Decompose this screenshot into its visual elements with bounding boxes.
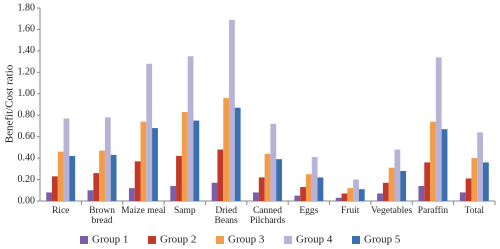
bar	[140, 121, 147, 201]
bar	[223, 98, 230, 201]
bar	[465, 178, 472, 201]
bar	[217, 149, 224, 201]
bar	[134, 161, 141, 201]
bar	[341, 193, 348, 201]
x-tick-label: Total	[464, 206, 484, 216]
bar	[146, 63, 153, 201]
legend-swatch	[148, 236, 156, 244]
y-tick-label: 1.00	[18, 88, 36, 99]
bar	[335, 197, 342, 201]
bar	[382, 182, 389, 201]
bar	[400, 170, 407, 201]
y-tick-label: 1.40	[18, 45, 36, 56]
y-tick-label: 1.60	[18, 24, 36, 35]
bar	[270, 123, 277, 201]
bar	[176, 155, 182, 201]
bar	[471, 158, 478, 201]
bar	[211, 182, 218, 201]
bar	[459, 192, 466, 201]
bar	[170, 185, 177, 201]
bar	[46, 192, 52, 201]
x-tick-label: Vegetables	[371, 206, 413, 216]
y-tick-label: 0.80	[18, 110, 36, 121]
bar	[424, 162, 431, 201]
bar	[305, 174, 312, 201]
bar	[477, 132, 484, 201]
bar	[264, 153, 271, 201]
bar	[69, 155, 76, 201]
bar	[193, 120, 200, 201]
bar	[435, 57, 442, 202]
bar	[253, 192, 259, 201]
bar	[181, 112, 188, 201]
legend-swatch	[284, 236, 292, 244]
bar	[93, 173, 100, 201]
legend-label: Group 3	[228, 234, 265, 246]
legend-label: Group 4	[296, 234, 333, 246]
y-tick-label: 1.20	[18, 67, 36, 78]
bar	[358, 189, 365, 201]
x-tick-label: Brown bread	[89, 206, 115, 226]
x-tick-label: Samp	[173, 206, 196, 216]
bar	[152, 128, 158, 201]
bar	[276, 159, 282, 201]
bar	[418, 185, 425, 201]
x-tick-label: Rice	[51, 206, 70, 216]
bar	[63, 118, 70, 201]
bar	[430, 121, 436, 201]
bar	[441, 129, 448, 201]
bar	[51, 176, 58, 201]
bar	[483, 162, 489, 201]
bar	[258, 177, 265, 201]
x-tick-label: Eggs	[299, 206, 319, 216]
bar	[57, 151, 64, 201]
bar	[229, 19, 235, 201]
bar	[311, 157, 318, 201]
legend-swatch	[80, 236, 88, 244]
bar	[104, 117, 111, 201]
bar	[347, 188, 354, 201]
bar	[99, 150, 105, 201]
bar	[234, 107, 241, 201]
bar	[128, 188, 135, 201]
x-tick-label: Paraffin	[417, 206, 449, 216]
legend-label: Group 1	[92, 234, 128, 246]
bar	[300, 187, 306, 201]
x-tick-label: Fruit	[340, 206, 360, 216]
legend-label: Group 5	[364, 234, 401, 246]
bar	[353, 179, 359, 201]
y-tick-label: 1.80	[18, 2, 36, 13]
legend-label: Group 2	[160, 234, 196, 246]
legend-swatch	[352, 236, 360, 244]
bar	[187, 56, 194, 201]
bar	[388, 167, 395, 201]
y-tick-label: 0.60	[18, 131, 36, 142]
y-tick-label: 0.40	[18, 152, 36, 163]
y-axis-label: Benefit/Cost ratio	[4, 64, 16, 143]
bar	[294, 195, 301, 201]
y-tick-label: 0.20	[18, 174, 36, 185]
x-tick-label: Canned Pilchards	[249, 206, 286, 226]
bar	[394, 149, 401, 201]
bar	[317, 177, 324, 201]
legend-swatch	[216, 236, 224, 244]
x-tick-label: Dried Beans	[214, 206, 238, 226]
bar	[110, 154, 117, 201]
bar	[377, 193, 383, 201]
x-tick-label: Maize meal	[121, 206, 166, 216]
bar	[87, 190, 94, 201]
y-tick-label: 0.00	[18, 195, 36, 206]
